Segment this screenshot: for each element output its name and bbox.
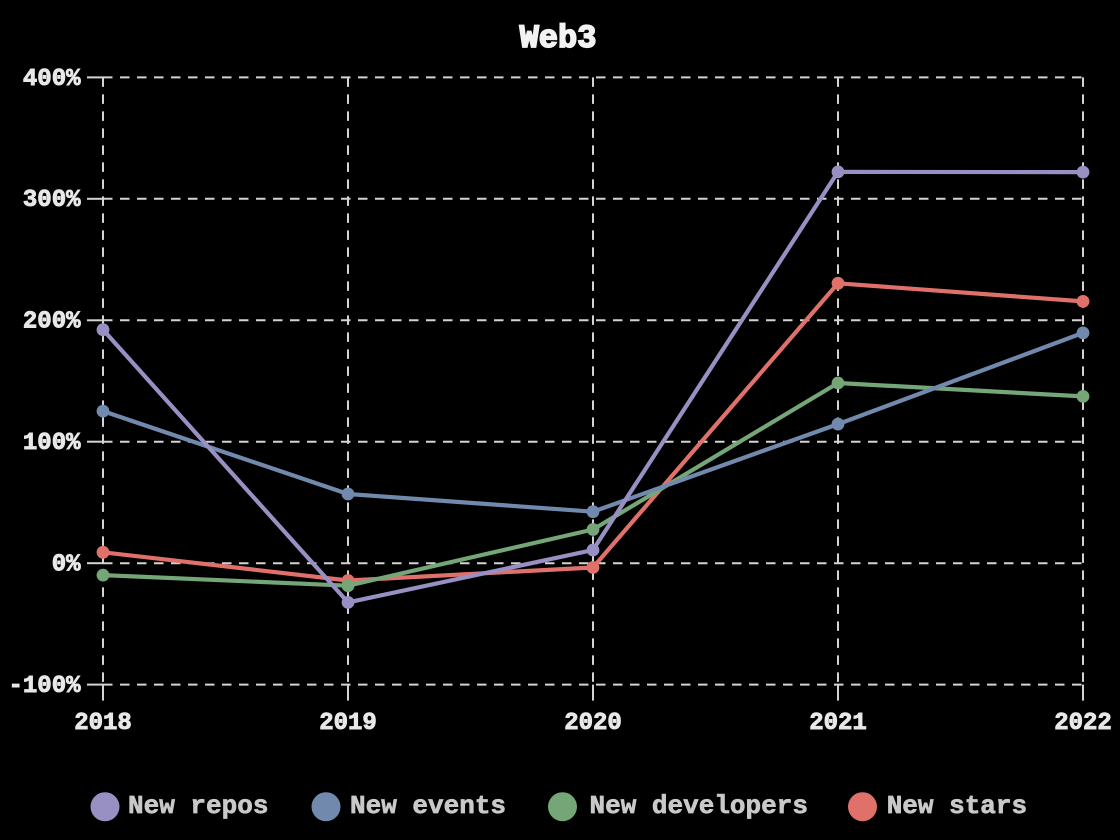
svg-text:400%: 400%: [23, 66, 81, 93]
svg-text:2022: 2022: [1054, 710, 1112, 737]
svg-text:2021: 2021: [809, 710, 867, 737]
svg-text:300%: 300%: [23, 187, 81, 214]
svg-text:200%: 200%: [23, 309, 81, 336]
svg-text:Web3: Web3: [520, 20, 597, 57]
svg-text:New developers: New developers: [590, 791, 808, 821]
svg-text:2019: 2019: [319, 710, 377, 737]
svg-text:2018: 2018: [74, 710, 132, 737]
svg-text:2020: 2020: [564, 710, 622, 737]
svg-text:New stars: New stars: [887, 791, 1027, 821]
svg-text:0%: 0%: [52, 552, 81, 579]
svg-text:New events: New events: [350, 791, 506, 821]
svg-text:-100%: -100%: [8, 673, 81, 700]
svg-text:New repos: New repos: [128, 791, 268, 821]
svg-text:100%: 100%: [23, 430, 81, 457]
